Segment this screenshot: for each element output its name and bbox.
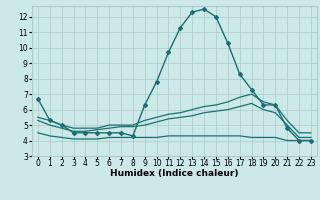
X-axis label: Humidex (Indice chaleur): Humidex (Indice chaleur) (110, 169, 239, 178)
